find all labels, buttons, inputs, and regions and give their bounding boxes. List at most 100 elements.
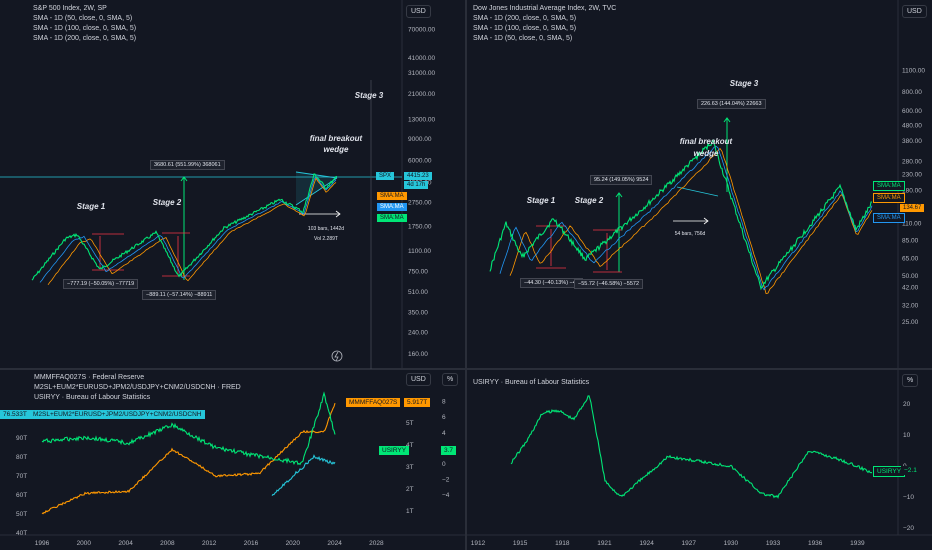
spx-price-axis[interactable]: 70000.00 41000.00 31000.00 21000.00 13000.00… xyxy=(408,26,435,358)
dji-annotations[interactable]: Stage 1 Stage 2 Stage 3 final breakout w… xyxy=(527,79,759,237)
global-m2-left-name-tag[interactable]: M2SL+EUM2*EURUSD+JPM2/USDJPY+CNM2/USDCNH xyxy=(30,410,205,419)
spx-stage3-label[interactable]: Stage 3 xyxy=(355,91,384,100)
spx-range-arrowhead xyxy=(335,210,341,218)
liquidity-chart-pane[interactable]: 90T80T70T60T50T40T6T5T4T3T2T1T86420−2−41… xyxy=(0,391,466,547)
spx-ticker-tag[interactable]: SPX xyxy=(376,172,395,180)
usiryy-axes[interactable]: 20100−10−2019121915191819211924192719301… xyxy=(471,401,915,547)
dji-stage2-label[interactable]: Stage 2 xyxy=(575,196,604,205)
spx-measure-up-box[interactable]: 3680.61 (551.99%) 368061 xyxy=(150,160,225,170)
mid-tick-label: 3T xyxy=(406,464,414,471)
left-tick-label: 50T xyxy=(16,511,27,518)
usiryy-legend[interactable]: USIRYY · Bureau of Labour Statistics xyxy=(473,378,589,388)
spx-legend[interactable]: S&P 500 Index, 2W, SP SMA - 1D (50, clos… xyxy=(33,4,136,44)
pct-tick-label: 6 xyxy=(442,414,446,421)
dji-sma-tag-1[interactable]: SMA:MA xyxy=(873,181,905,191)
spx-tick-label: 41000.00 xyxy=(408,55,435,62)
spx-legend-sma100[interactable]: SMA - 1D (100, close, 0, SMA, 5) xyxy=(33,25,137,32)
usiryy-1912-series[interactable] xyxy=(510,395,873,499)
spx-currency-button[interactable]: USD xyxy=(406,5,431,18)
usiryy-legend-title[interactable]: USIRYY · Bureau of Labour Statistics xyxy=(473,379,590,386)
dji-currency-button[interactable]: USD xyxy=(902,5,927,18)
legend-usiryy[interactable]: USIRYY · Bureau of Labour Statistics xyxy=(34,394,151,401)
spx-tick-label: 21000.00 xyxy=(408,91,435,98)
spx-breakout-label[interactable]: final breakout xyxy=(310,134,363,143)
dji-tick-label: 800.00 xyxy=(902,89,922,96)
usiryy-year-label: 1936 xyxy=(808,540,823,547)
pct-tick-label: 0 xyxy=(442,461,446,468)
mid-tick-label: 5T xyxy=(406,420,414,427)
dji-legend-sma50[interactable]: SMA - 1D (50, close, 0, SMA, 5) xyxy=(473,35,573,42)
global-m2-series[interactable] xyxy=(271,454,336,496)
dji-legend-sma200[interactable]: SMA - 1D (200, close, 0, SMA, 5) xyxy=(473,15,577,22)
usiryy-name-tag[interactable]: USIRYY xyxy=(379,446,410,455)
spx-legend-title[interactable]: S&P 500 Index, 2W, SP xyxy=(33,5,107,12)
liquidity-legend[interactable]: MMMFFAQ027S · Federal Reserve M2SL+EUM2*… xyxy=(34,373,241,403)
dji-legend-sma100[interactable]: SMA - 1D (100, close, 0, SMA, 5) xyxy=(473,25,577,32)
dji-stage1-label[interactable]: Stage 1 xyxy=(527,196,556,205)
dji-drop2-box[interactable]: −55.72 (−46.58%) −5572 xyxy=(574,279,644,289)
usiryy-year-label: 1930 xyxy=(724,540,739,547)
left-tick-label: 80T xyxy=(16,454,27,461)
dji-tick-label: 280.00 xyxy=(902,158,922,165)
spx-price-series[interactable] xyxy=(31,173,337,281)
spx-annotations[interactable]: Stage 1 Stage 2 Stage 3 final breakout w… xyxy=(77,91,384,242)
liquidity-currency-button[interactable]: USD xyxy=(406,373,431,386)
spx-price-tag[interactable]: 4415.23 xyxy=(404,172,432,180)
mmmffaq027s-series[interactable] xyxy=(41,402,336,515)
dji-breakout-label[interactable]: final breakout xyxy=(680,137,733,146)
dji-sma-tag-3[interactable]: SMA:MA xyxy=(873,213,905,223)
dji-tick-label: 42.00 xyxy=(902,284,919,291)
dji-measure-top-box[interactable]: 226.63 (144.04%) 22663 xyxy=(697,99,766,109)
spx-stage1-label[interactable]: Stage 1 xyxy=(77,202,106,211)
legend-mmmffaq027s[interactable]: MMMFFAQ027S · Federal Reserve xyxy=(34,374,145,381)
dji-sma-tag-2[interactable]: SMA:MA xyxy=(873,193,905,203)
left-tick-label: 40T xyxy=(16,530,27,537)
dji-tick-label: 480.00 xyxy=(902,123,922,130)
dji-legend[interactable]: Dow Jones Industrial Average Index, 2W, … xyxy=(473,4,616,44)
legend-global-m2[interactable]: M2SL+EUM2*EURUSD+JPM2/USDJPY+CNM2/USDCNH… xyxy=(34,384,241,391)
spx-chart-pane[interactable]: 70000.00 41000.00 31000.00 21000.00 13000.00… xyxy=(0,26,435,369)
dji-price-series[interactable] xyxy=(489,138,872,291)
spx-sma-tag-1[interactable]: SMA:MA xyxy=(377,192,407,200)
spx-legend-sma50[interactable]: SMA - 1D (50, close, 0, SMA, 5) xyxy=(33,15,133,22)
global-m2-left-value-tag[interactable]: 76.533T xyxy=(0,410,30,419)
dji-legend-title[interactable]: Dow Jones Industrial Average Index, 2W, … xyxy=(473,5,617,12)
dji-measure-top-arrowhead xyxy=(723,117,731,123)
spx-sma-200-line xyxy=(47,177,337,286)
dji-tick-label: 1100.00 xyxy=(902,68,925,75)
usiryy-percent-button[interactable]: % xyxy=(902,374,919,387)
liquidity-percent-button[interactable]: % xyxy=(442,373,459,386)
dji-tick-label: 50.00 xyxy=(902,273,919,280)
usiryy-value-tag[interactable]: 3.7 xyxy=(441,446,457,455)
spx-wedge-label[interactable]: wedge xyxy=(324,145,349,154)
dji-range-bars: 54 bars, 756d xyxy=(675,231,706,237)
dji-price-tag[interactable]: 134.67 xyxy=(900,204,925,212)
usiryy-series[interactable] xyxy=(41,391,336,466)
dji-wedge-line[interactable] xyxy=(676,186,719,197)
mmmffaq027s-value-tag[interactable]: 5.917T xyxy=(404,398,431,407)
dji-range-arrowhead xyxy=(703,217,709,225)
dji-measure-mid-box[interactable]: 95.24 (149.05%) 9524 xyxy=(590,175,653,185)
spx-tick-label: 6000.00 xyxy=(408,158,432,165)
usiryy-tick-label: 10 xyxy=(903,432,911,439)
dji-wedge-label[interactable]: wedge xyxy=(694,149,719,158)
liquidity-axes[interactable]: 90T80T70T60T50T40T6T5T4T3T2T1T86420−2−41… xyxy=(16,398,450,547)
usiryy-year-label: 1927 xyxy=(682,540,697,547)
usiryy-right-value-tag[interactable]: −2.1 xyxy=(901,466,920,475)
spx-range-volume: Vol 2.289T xyxy=(314,236,338,242)
spx-drop2-box[interactable]: −889.11 (−57.14%) −88911 xyxy=(142,290,217,300)
dji-sma-200-line xyxy=(509,147,873,294)
spx-legend-sma200[interactable]: SMA - 1D (200, close, 0, SMA, 5) xyxy=(33,35,137,42)
replay-icon[interactable] xyxy=(331,350,343,362)
usiryy-chart-pane[interactable]: 20100−10−2019121915191819211924192719301… xyxy=(466,369,932,547)
left-tick-label: 90T xyxy=(16,435,27,442)
dji-stage3-label[interactable]: Stage 3 xyxy=(730,79,759,88)
spx-stage2-label[interactable]: Stage 2 xyxy=(153,198,182,207)
spx-sma-tag-3[interactable]: SMA:MA xyxy=(377,214,407,222)
spx-sma-tag-2[interactable]: SMA:MA xyxy=(377,203,407,211)
dji-tick-label: 110.00 xyxy=(902,220,922,227)
mmmffaq027s-name-tag[interactable]: MMMFFAQ027S xyxy=(346,398,401,407)
spx-tick-label: 240.00 xyxy=(408,329,428,336)
spx-drop1-box[interactable]: −777.19 (−50.05%) −77719 xyxy=(63,279,139,289)
